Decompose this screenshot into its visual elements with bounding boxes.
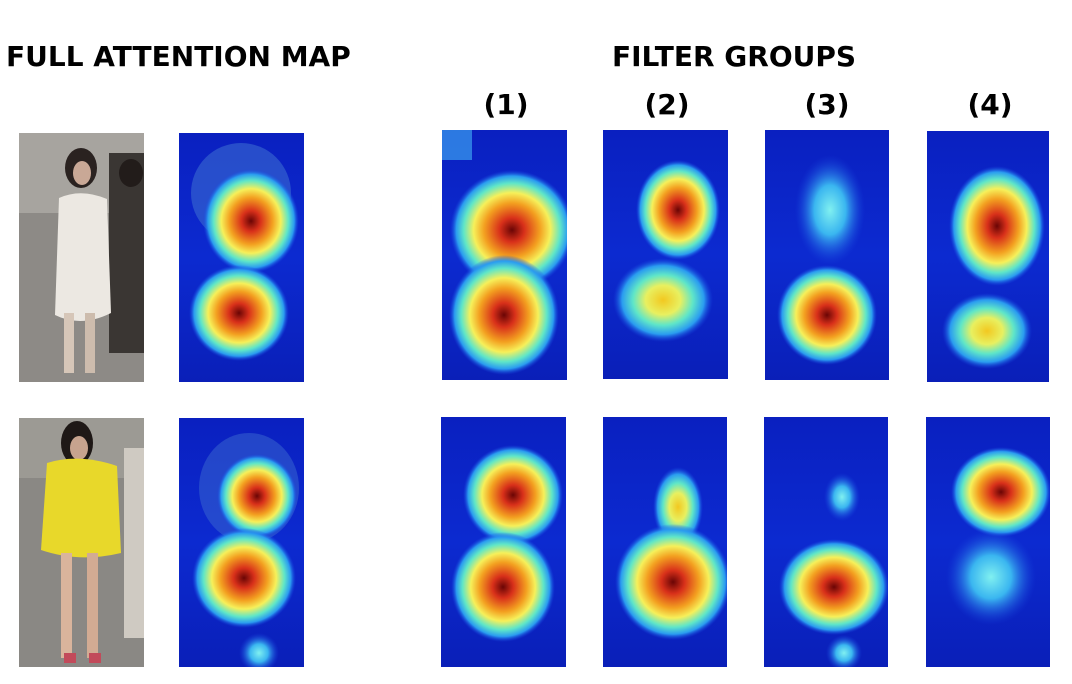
row1-full-attention-map bbox=[179, 133, 304, 382]
row2-group-3-map bbox=[764, 417, 888, 667]
row1-group-4-map bbox=[927, 131, 1049, 382]
row1-group-2-map bbox=[603, 130, 728, 379]
row2-group-4-map bbox=[926, 417, 1050, 667]
row1-photo-person bbox=[19, 133, 144, 382]
row2-group-1-map bbox=[441, 417, 566, 667]
row1-group-1-map bbox=[442, 130, 567, 380]
group-label-4: (4) bbox=[967, 88, 1013, 121]
group-label-2: (2) bbox=[644, 88, 690, 121]
filter-groups-title: FILTER GROUPS bbox=[612, 40, 857, 73]
row1-group-3-map bbox=[765, 130, 889, 380]
full-attention-map-title: FULL ATTENTION MAP bbox=[6, 40, 351, 73]
row2-full-attention-map bbox=[179, 418, 304, 667]
group-label-1: (1) bbox=[483, 88, 529, 121]
row2-photo-person bbox=[19, 418, 144, 667]
row2-group-2-map bbox=[603, 417, 727, 667]
group-label-3: (3) bbox=[804, 88, 850, 121]
